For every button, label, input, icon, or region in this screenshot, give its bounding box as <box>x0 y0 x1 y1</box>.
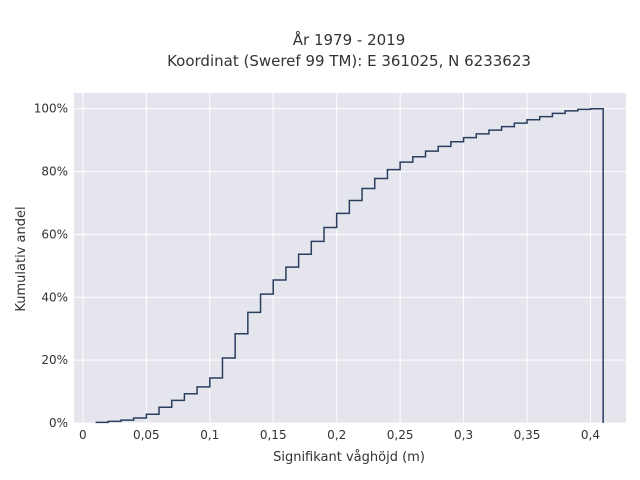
x-tick-label: 0 <box>79 428 87 442</box>
ecdf-step-line <box>95 107 604 424</box>
y-tick-labels: 0% 20% 40% 60% 80% 100% <box>34 102 68 430</box>
chart-subtitle: Koordinat (Sweref 99 TM): E 361025, N 62… <box>167 52 531 70</box>
x-gridlines <box>82 93 591 423</box>
chart-title: År 1979 - 2019 <box>293 30 406 49</box>
y-gridlines <box>74 108 626 424</box>
x-tick-label: 0,3 <box>454 428 473 442</box>
x-tick-label: 0,35 <box>514 428 541 442</box>
y-tick-label: 80% <box>41 165 68 179</box>
x-tick-label: 0,4 <box>581 428 600 442</box>
y-tick-label: 0% <box>49 416 68 430</box>
x-tick-label: 0,2 <box>327 428 346 442</box>
y-axis-label: Kumulativ andel <box>14 206 29 311</box>
y-tick-label: 100% <box>34 102 68 116</box>
x-tick-label: 0,05 <box>133 428 160 442</box>
x-tick-label: 0,15 <box>260 428 287 442</box>
y-tick-label: 60% <box>41 227 68 241</box>
plot-background <box>74 93 626 423</box>
x-axis-label: Signifikant våghöjd (m) <box>273 450 425 465</box>
x-tick-labels: 0 0,05 0,1 0,15 0,2 0,25 0,3 0,35 0,4 <box>79 428 600 442</box>
y-tick-label: 20% <box>41 353 68 367</box>
x-tick-label: 0,1 <box>200 428 219 442</box>
x-tick-label: 0,25 <box>387 428 414 442</box>
y-tick-label: 40% <box>41 290 68 304</box>
